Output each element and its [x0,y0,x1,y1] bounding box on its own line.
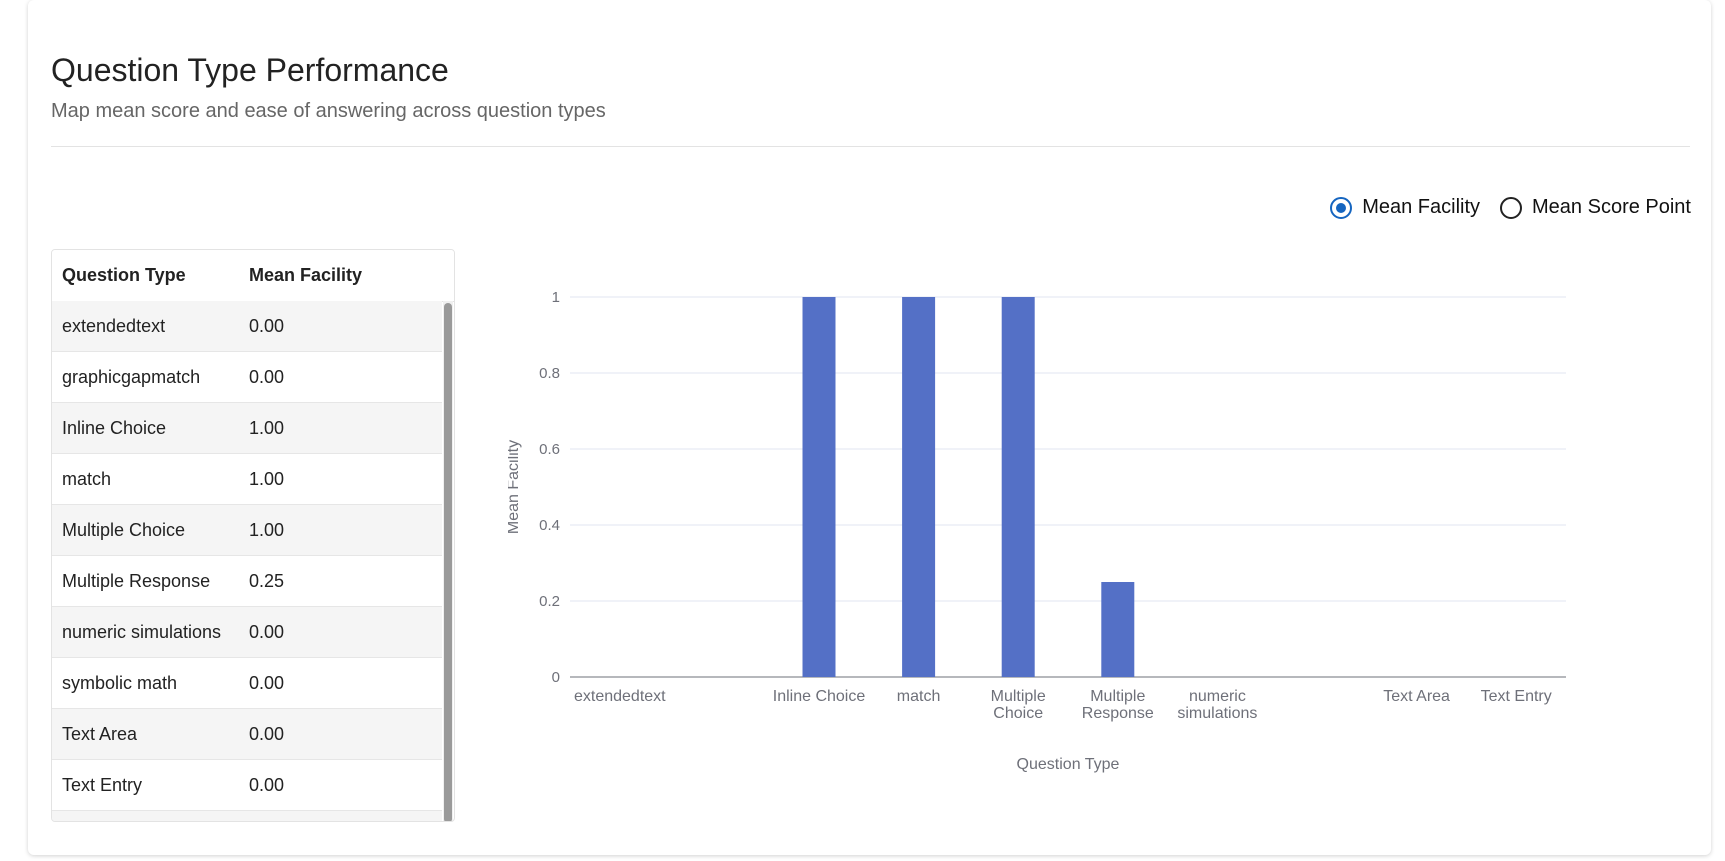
mean-facility-label: Mean Facility [1362,196,1481,218]
table-row[interactable]: Text Area 0.00 [52,709,442,760]
x-axis-label: Question Type [1017,756,1120,773]
table-row[interactable]: symbolic math 0.00 [52,658,442,709]
mean-facility-cell: 1.00 [249,417,285,438]
bar[interactable] [902,297,936,677]
table-row[interactable]: match 1.00 [52,454,442,505]
mean-facility-radio[interactable] [1330,196,1353,219]
x-tick-label: Text Entry [1481,688,1552,705]
table-row[interactable]: Inline Choice 1.00 [52,403,442,454]
bar[interactable] [1101,582,1135,677]
question-type-cell: match [62,468,112,489]
x-tick-label: Multiple [991,688,1046,705]
bar[interactable] [802,297,836,677]
mean-facility-cell: 0.00 [249,672,285,693]
question-type-cell: graphicgapmatch [62,366,201,387]
y-tick-label: 0.4 [539,517,560,534]
mean-facility-cell: 0.25 [249,570,285,591]
y-tick-label: 0.8 [539,365,560,382]
mean-facility-cell: 0.00 [249,774,285,795]
y-tick-label: 0.6 [539,441,560,458]
mean-facility-cell: 1.00 [249,468,285,489]
mean-facility-cell: 0.00 [249,315,285,336]
question-type-cell: Text Entry [62,774,143,795]
question-type-performance-card: Question Type Performance Map mean score… [28,0,1711,855]
column-header-mean-facility[interactable]: Mean Facility [249,265,363,285]
mean-facility-cell: 0.00 [249,366,285,387]
x-tick-label: Choice [993,705,1043,722]
question-type-cell: Inline Choice [62,417,167,438]
question-type-table: Question Type Mean Facility extendedtext… [51,249,455,822]
x-tick-label: extendedtext [574,688,666,705]
y-tick-label: 0.2 [539,593,560,610]
mean-facility-bar-chart: 0 0.2 0.4 0.6 0.8 1 Mean Facility extendedtext I… [508,289,1566,773]
y-axis-label: Mean Facility [508,440,522,534]
table-body[interactable]: extendedtext 0.00 graphicgapmatch 0.00 Inlin… [52,301,442,821]
table-row[interactable]: Multiple Choice 1.00 [52,505,442,556]
mean-facility-cell: 0.00 [249,621,285,642]
table-row[interactable]: graphicgapmatch 0.00 [52,352,442,403]
x-tick-label: Inline Choice [773,688,866,705]
question-type-cell: symbolic math [62,672,178,693]
mean-facility-cell: 1.00 [249,519,285,540]
question-type-cell: Multiple Response [62,570,211,591]
question-type-cell: numeric simulations [62,621,222,642]
page-subtitle: Map mean score and ease of answering acr… [51,100,606,122]
metric-toggle: Mean Facility Mean Score Point [1330,196,1691,219]
mean-facility-cell: 0.00 [249,723,285,744]
x-tick-label: Multiple [1090,688,1145,705]
question-type-cell: extendedtext [62,315,166,336]
question-type-cell: Text Area [62,723,138,744]
table-row[interactable]: Multiple Response 0.25 [52,556,442,607]
x-tick-label: Text Area [1383,688,1450,705]
y-tick-label: 1 [552,289,560,306]
page-title: Question Type Performance [51,52,449,88]
x-tick-label: simulations [1177,705,1257,722]
column-header-question-type[interactable]: Question Type [62,265,186,285]
mean-score-point-radio[interactable] [1500,196,1523,219]
table-row[interactable]: numeric simulations 0.00 [52,607,442,658]
mean-score-point-option[interactable]: Mean Score Point [1500,196,1691,219]
table-row[interactable]: extendedtext 0.00 [52,301,442,352]
x-tick-label: match [897,688,941,705]
table-row-partial [52,811,442,821]
table-scrollbar-thumb[interactable] [444,303,452,821]
question-type-cell: Multiple Choice [62,519,186,540]
y-tick-label: 0 [552,669,560,686]
mean-score-point-label: Mean Score Point [1532,196,1691,218]
bar[interactable] [1001,297,1035,677]
table-row[interactable]: Text Entry 0.00 [52,760,442,811]
mean-facility-option[interactable]: Mean Facility [1330,196,1480,219]
x-tick-label: numeric [1189,688,1246,705]
table-scrollbar[interactable] [443,301,453,821]
x-tick-label: Response [1082,705,1154,722]
header-divider [51,146,1690,147]
table-header: Question Type Mean Facility [52,250,454,302]
